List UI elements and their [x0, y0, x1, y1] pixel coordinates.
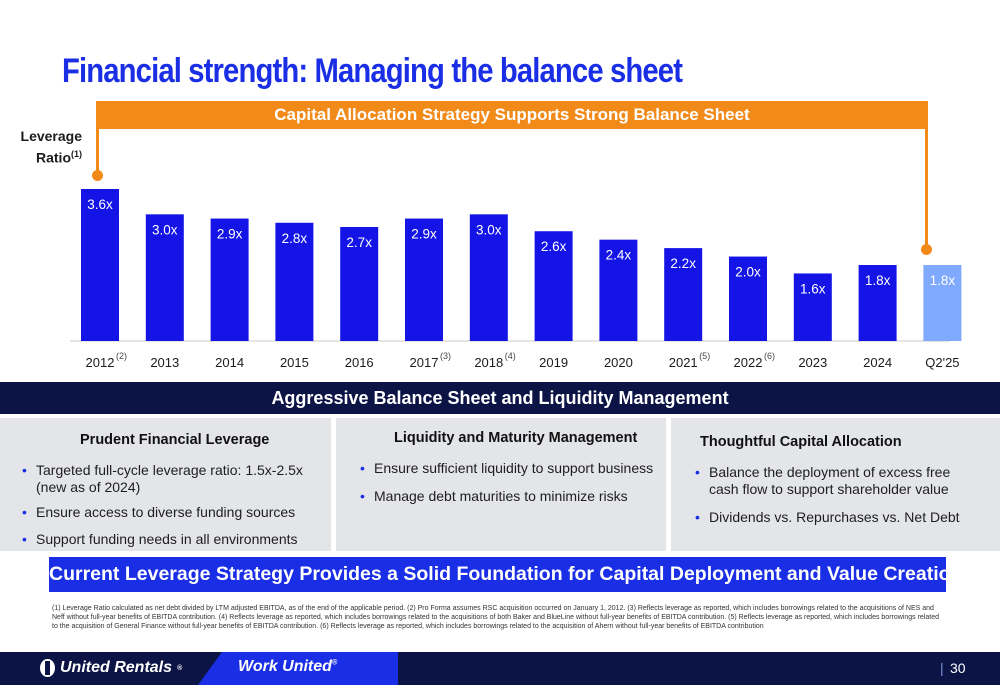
x-tick-label: 2019 — [539, 355, 568, 370]
x-tick-label: 2020 — [604, 355, 633, 370]
bar — [534, 231, 573, 341]
bar-value-label: 1.8x — [930, 273, 956, 288]
bar-value-label: 2.9x — [217, 227, 243, 242]
logo-mark-icon — [40, 659, 55, 677]
bar-value-label: 3.0x — [152, 222, 178, 237]
bar — [469, 214, 508, 341]
bar-value-label: 2.2x — [670, 256, 696, 271]
x-tick-label: 2015 — [280, 355, 309, 370]
bar-value-label: 2.0x — [735, 265, 761, 280]
x-tick-label: 2022 — [734, 355, 763, 370]
bar-value-label: 1.8x — [865, 273, 891, 288]
bar — [210, 218, 249, 341]
panel-bullet-list: Balance the deployment of excess free ca… — [695, 464, 975, 526]
leverage-label-line1: Leverage — [20, 128, 82, 144]
bar — [793, 273, 832, 341]
bar — [729, 256, 767, 341]
panel-heading: Liquidity and Maturity Management — [394, 430, 638, 446]
x-tick-label: 2016 — [345, 355, 374, 370]
bar-value-label: 2.8x — [282, 231, 308, 246]
panel-bullet-list: Targeted full-cycle leverage ratio: 1.5x… — [22, 462, 322, 548]
bar — [145, 214, 184, 341]
bar-value-label: 3.0x — [476, 222, 502, 237]
tagline-text: Work United — [238, 658, 332, 675]
x-tick-label: 2024 — [863, 355, 892, 370]
bar-value-label: 2.7x — [346, 235, 372, 250]
footer-tagline: Work United® — [238, 658, 337, 676]
logo-text: United Rentals — [60, 659, 173, 676]
list-item: Dividends vs. Repurchases vs. Net Debt — [695, 509, 975, 526]
list-item: Ensure access to diverse funding sources — [22, 504, 322, 521]
x-tick-footnote: (4) — [505, 351, 516, 361]
panel-prudent-leverage: Prudent Financial Leverage Targeted full… — [0, 418, 331, 551]
leverage-label-footnote: (1) — [71, 149, 82, 159]
x-tick-footnote: (5) — [699, 351, 710, 361]
panel-heading: Prudent Financial Leverage — [80, 432, 270, 448]
list-item: Balance the deployment of excess free ca… — [695, 464, 975, 498]
x-tick-label: 2014 — [215, 355, 244, 370]
x-tick-label: 2012 — [86, 355, 115, 370]
tagline-reg-mark: ® — [331, 659, 338, 667]
panel-bullet-list: Ensure sufficient liquidity to support b… — [360, 460, 660, 505]
bar-value-label: 2.9x — [411, 227, 437, 242]
footer-accent — [198, 652, 398, 685]
list-item: Ensure sufficient liquidity to support b… — [360, 460, 660, 477]
united-rentals-logo: United Rentals ® — [40, 658, 182, 678]
footnotes: (1) Leverage Ratio calculated as net deb… — [52, 605, 940, 630]
bar — [81, 189, 119, 341]
bracket-right-line — [925, 101, 928, 247]
footer-bar — [0, 652, 1000, 685]
bar — [405, 218, 443, 341]
panel-heading: Thoughtful Capital Allocation — [700, 434, 902, 450]
capital-allocation-banner: Capital Allocation Strategy Supports Str… — [96, 101, 928, 129]
aggressive-management-banner: Aggressive Balance Sheet and Liquidity M… — [0, 382, 1000, 414]
panel-liquidity: Liquidity and Maturity Management Ensure… — [336, 418, 666, 551]
bar — [923, 265, 962, 341]
x-tick-footnote: (2) — [116, 351, 127, 361]
bracket-left-line — [96, 101, 99, 173]
list-item: Manage debt maturities to minimize risks — [360, 488, 660, 505]
page-separator: | — [940, 660, 944, 676]
x-tick-label: 2017 — [410, 355, 439, 370]
x-tick-footnote: (3) — [440, 351, 451, 361]
bar-value-label: 3.6x — [87, 197, 113, 212]
bar-value-label: 1.6x — [800, 281, 826, 296]
x-tick-label: 2023 — [798, 355, 827, 370]
bar-value-label: 2.4x — [606, 248, 632, 263]
bracket-right-dot — [921, 244, 932, 255]
bar — [664, 248, 703, 341]
leverage-label-line2: Ratio — [36, 149, 71, 166]
bar — [858, 265, 897, 341]
x-tick-label: Q2'25 — [925, 355, 959, 370]
leverage-ratio-label: Leverage Ratio(1) — [18, 127, 82, 167]
leverage-bar-chart: 3.6x 2012 (2) 3.0x 2013 2.9x 2014 2.8x 2015 2.7x 2… — [70, 189, 962, 370]
x-tick-label: 2018 — [474, 355, 503, 370]
bar — [599, 239, 638, 341]
page-number: 30 — [950, 660, 966, 676]
page-title: Financial strength: Managing the balance… — [62, 52, 683, 90]
list-item: Targeted full-cycle leverage ratio: 1.5x… — [22, 462, 322, 496]
logo-reg-mark: ® — [177, 664, 183, 672]
x-tick-label: 2013 — [150, 355, 179, 370]
list-item: Support funding needs in all environment… — [22, 531, 322, 548]
x-tick-label: 2021 — [669, 355, 698, 370]
panel-capital-allocation: Thoughtful Capital Allocation Balance th… — [671, 418, 1000, 551]
strategy-banner: Current Leverage Strategy Provides a Sol… — [49, 557, 962, 592]
bar — [275, 222, 314, 341]
x-tick-footnote: (6) — [764, 351, 775, 361]
bar-value-label: 2.6x — [541, 239, 567, 254]
bar — [340, 227, 379, 341]
bracket-left-dot — [92, 170, 103, 181]
